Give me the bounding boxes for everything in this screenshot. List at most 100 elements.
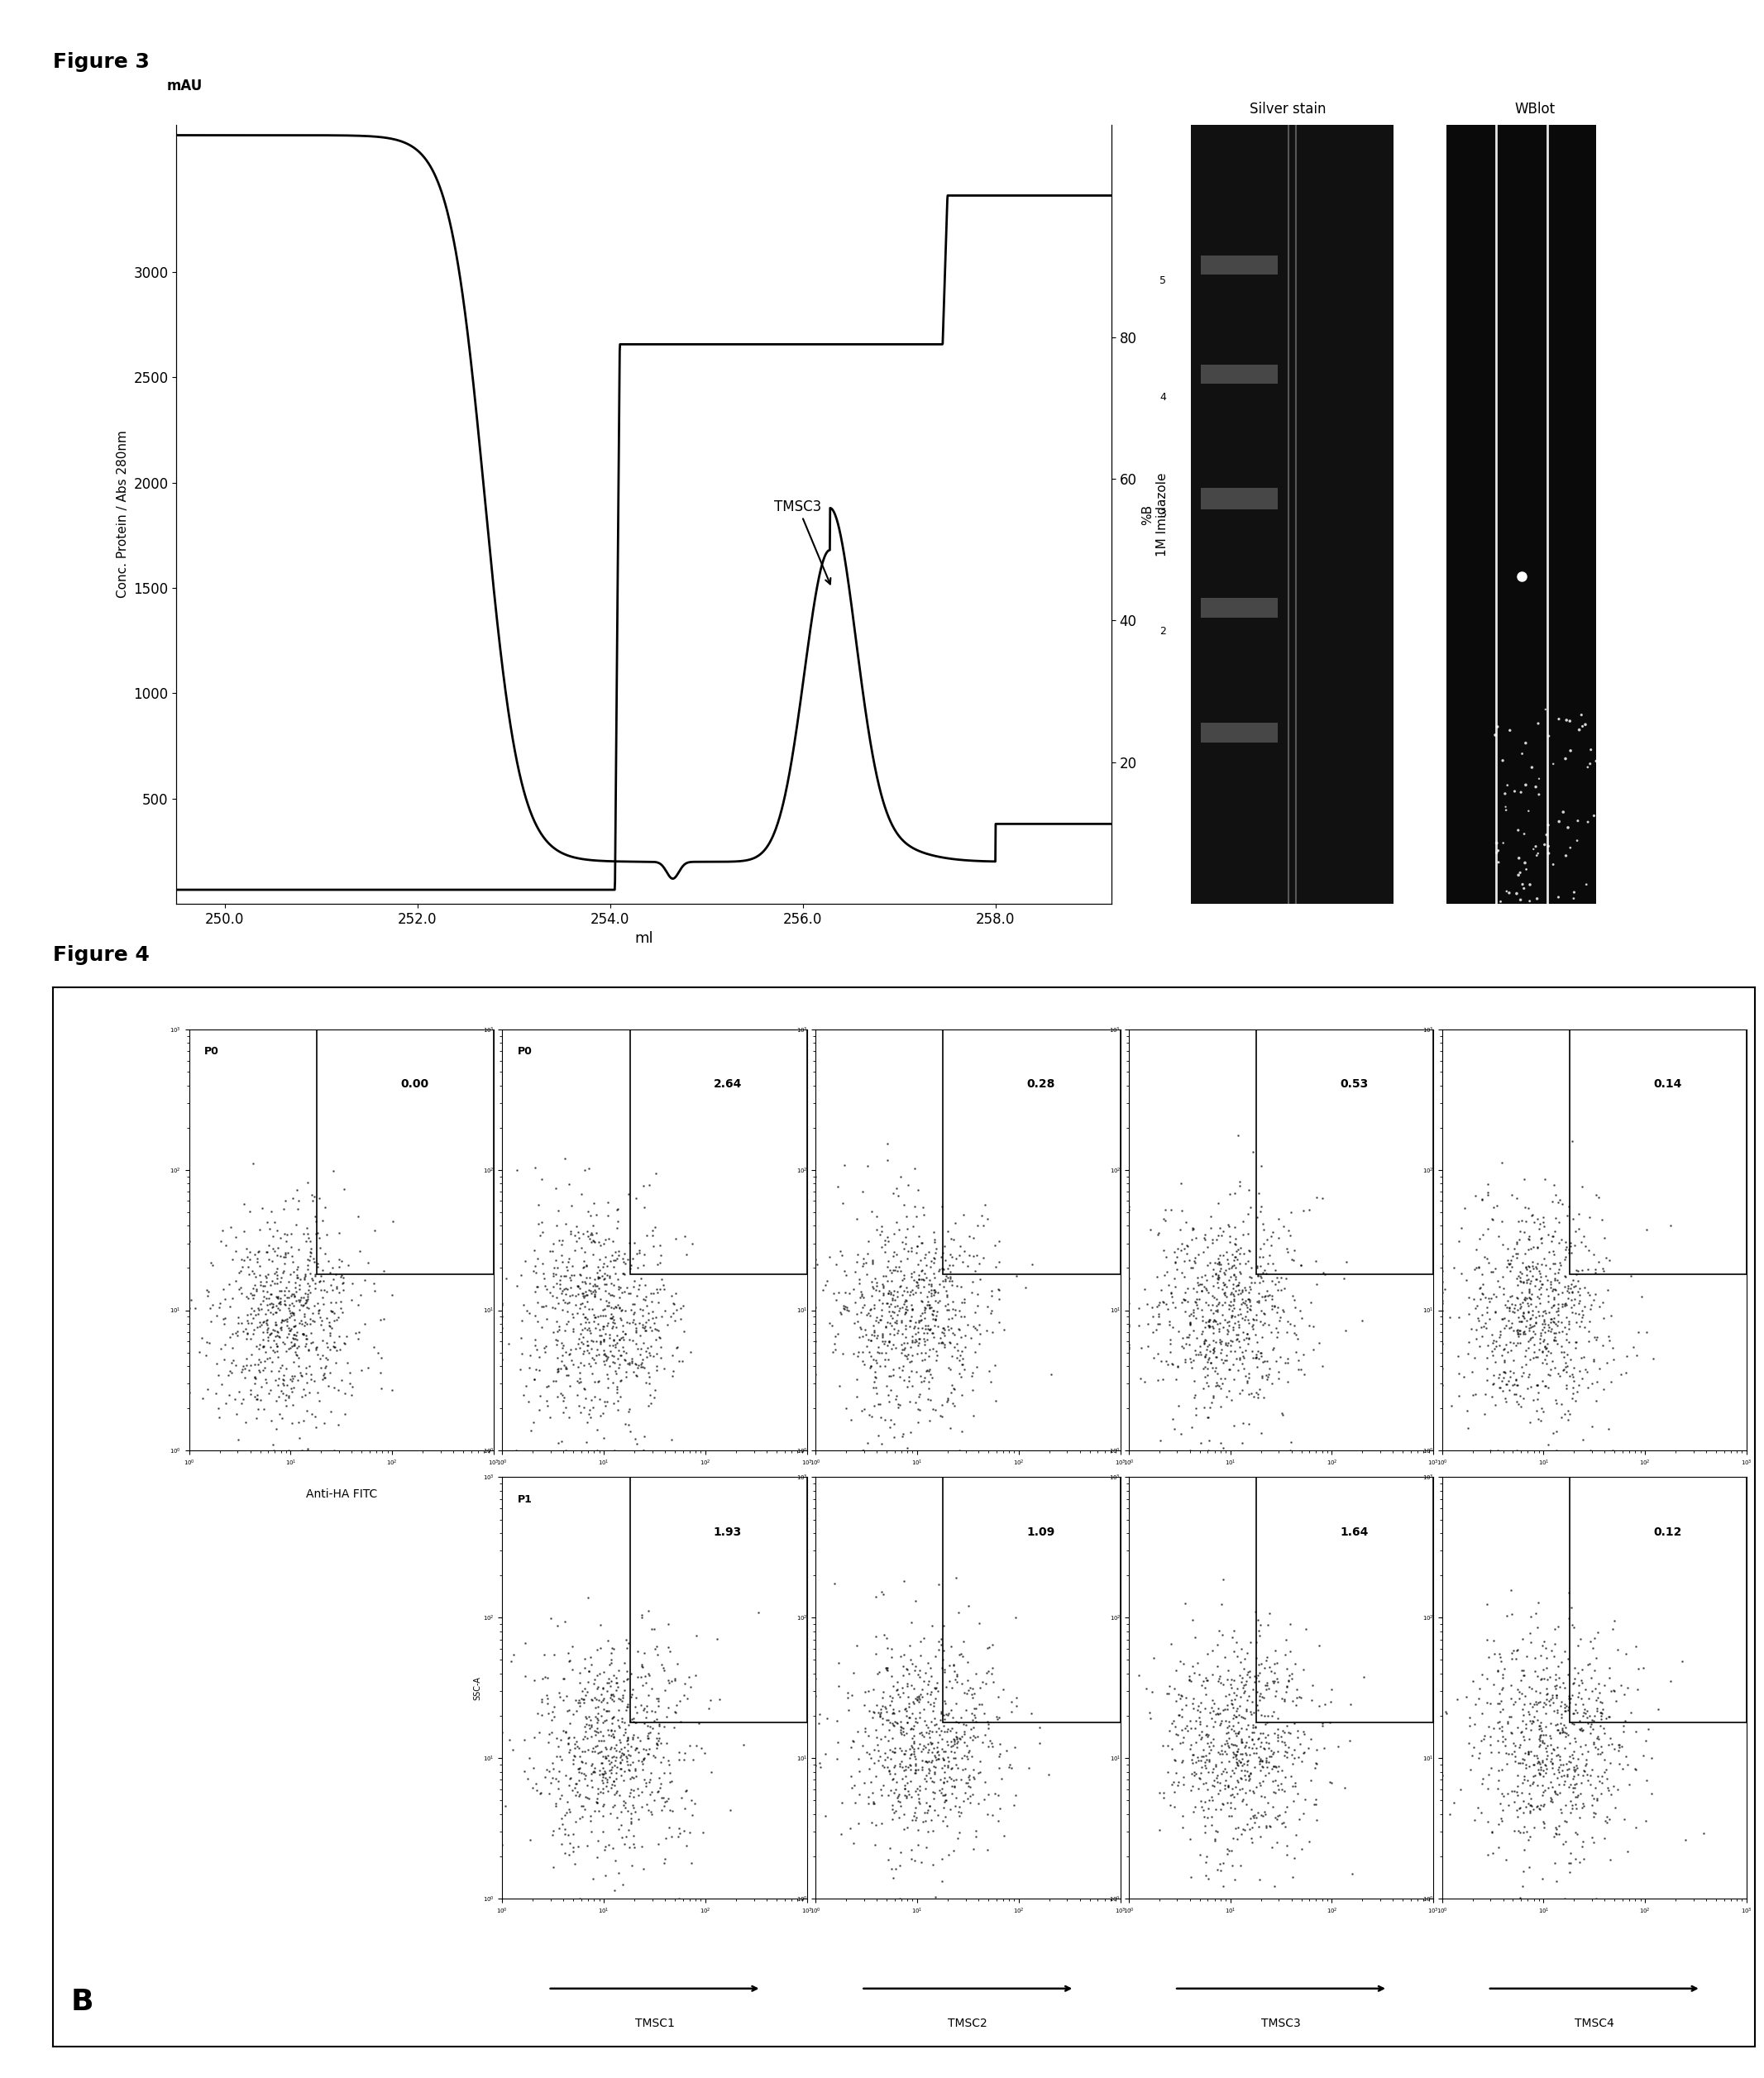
Point [877,1660,905,1694]
Point [878,1241,907,1274]
Point [1178,1224,1207,1257]
Point [1295,1824,1323,1858]
Point [580,1681,609,1714]
Point [630,1434,658,1467]
Point [594,1259,623,1293]
Point [884,1390,912,1423]
Point [880,1698,908,1731]
Point [893,1432,921,1465]
Point [293,1218,321,1251]
Point [277,1278,305,1311]
Point [1277,1739,1305,1773]
Point [1159,1766,1187,1800]
Point [1274,1741,1302,1775]
Point [1566,1305,1595,1338]
Point [968,1199,997,1232]
Point [921,1702,949,1735]
Point [598,1677,626,1710]
Point [1528,1278,1556,1311]
Point [1588,1203,1616,1236]
Point [1279,1280,1307,1313]
Point [1191,1746,1219,1779]
Point [896,1733,924,1766]
Point [882,1851,910,1885]
Point [1510,1810,1538,1843]
Point [228,1386,256,1419]
Point [878,1284,907,1317]
Point [1515,1324,1544,1357]
Point [870,1236,898,1270]
Point [1572,1696,1600,1729]
Point [886,1748,914,1781]
Point [870,1735,898,1768]
Point [1201,1698,1230,1731]
Point [1503,1673,1531,1706]
Point [596,1322,624,1355]
Point [261,1363,289,1396]
Point [856,1351,884,1384]
Point [1510,1315,1538,1349]
Point [1214,1770,1242,1804]
Point [1231,1675,1259,1708]
Point [1178,1251,1207,1284]
Point [919,1297,947,1330]
Point [1230,1353,1258,1386]
Point [1565,1197,1593,1230]
Point [635,1716,663,1750]
Point [1192,1338,1221,1371]
Point [1471,1307,1499,1340]
Point [617,1802,646,1835]
Point [550,1382,579,1415]
Point [1297,1683,1325,1716]
Point [328,1259,356,1293]
Point [1249,1764,1277,1797]
Point [877,1276,905,1309]
Point [1603,1633,1632,1667]
Point [1281,1706,1309,1739]
Point [1522,1687,1551,1721]
Point [654,1631,683,1664]
Point [903,1829,931,1862]
Point [295,1274,323,1307]
Point [852,1675,880,1708]
Point [649,1710,677,1743]
Point [1542,1816,1570,1849]
Point [360,1330,388,1363]
Point [1170,1725,1198,1758]
Point [1215,1309,1244,1342]
Point [1489,1145,1517,1178]
Point [1180,1363,1208,1396]
Point [617,1797,646,1831]
Point [607,1303,635,1336]
Point [598,1631,626,1664]
Point [1150,1777,1178,1810]
Point [864,1743,893,1777]
Point [1245,1743,1274,1777]
Point [1526,1272,1554,1305]
Point [540,1700,568,1733]
Point [1529,1324,1558,1357]
Point [963,1278,991,1311]
Point [1499,1633,1528,1667]
Point [1492,1843,1521,1876]
Point [933,1808,961,1841]
Point [310,1361,339,1394]
Point [596,1637,624,1671]
Point [527,1216,556,1249]
Point [249,1330,277,1363]
Point [1547,1706,1575,1739]
Point [1162,1719,1191,1752]
Point [566,1307,594,1340]
Point [877,1374,905,1407]
Point [1427,1353,1455,1386]
Point [243,1382,272,1415]
Point [640,1633,669,1667]
Point [850,1313,878,1347]
Point [594,1288,623,1322]
Point [1519,1793,1547,1827]
Point [1484,711,1512,744]
Point [1536,1660,1565,1694]
Point [594,1667,623,1700]
Point [801,1290,829,1324]
Point [1487,1714,1515,1748]
